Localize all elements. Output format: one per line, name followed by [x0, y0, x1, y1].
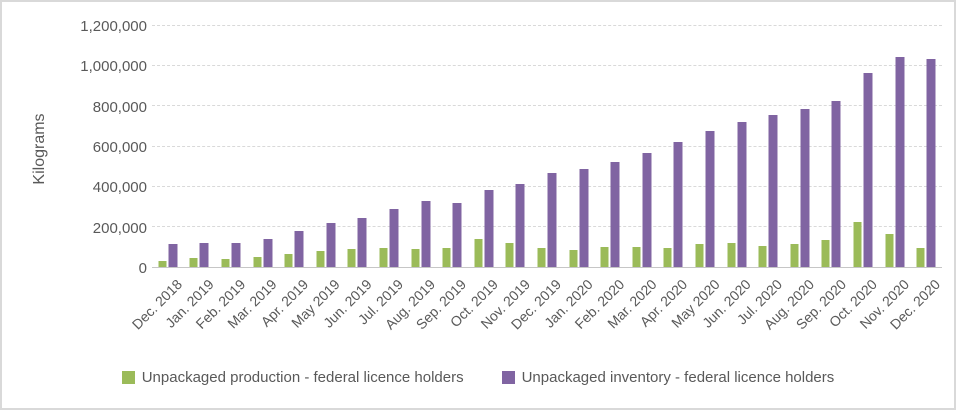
bar-group — [474, 26, 494, 267]
y-tick-label: 1,000,000 — [80, 58, 147, 76]
bar-group — [505, 26, 525, 267]
legend-swatch-inventory — [501, 370, 515, 384]
bar-inventory — [357, 217, 367, 267]
bar-group — [758, 26, 778, 267]
bar-inventory — [294, 231, 304, 267]
bar-group — [189, 26, 209, 267]
bar-inventory — [737, 121, 747, 267]
bar-group — [916, 26, 936, 267]
gridline — [152, 225, 942, 227]
y-tick-label: 600,000 — [92, 139, 147, 156]
bar-inventory — [642, 153, 652, 267]
bar-production — [189, 257, 198, 267]
bar-inventory — [547, 173, 557, 267]
bar-group — [442, 26, 462, 267]
bar-production — [158, 260, 167, 267]
legend-label-inventory: Unpackaged inventory - federal licence h… — [521, 368, 835, 386]
bar-group — [695, 26, 715, 267]
bar-production — [537, 247, 546, 267]
bar-group — [885, 26, 905, 267]
bar-production — [853, 222, 862, 267]
bar-group — [663, 26, 683, 267]
bar-inventory — [895, 57, 905, 267]
bar-production — [474, 238, 483, 267]
bar-production — [316, 250, 325, 267]
bar-inventory — [484, 190, 494, 267]
bar-inventory — [610, 162, 620, 267]
bar-production — [663, 248, 672, 267]
gridline — [152, 65, 942, 67]
legend-entry-production: Unpackaged production - federal licence … — [121, 368, 464, 386]
y-tick-label: 200,000 — [92, 219, 147, 237]
legend: Unpackaged production - federal licence … — [2, 362, 954, 392]
bar-production — [821, 240, 830, 267]
bar-group — [158, 26, 178, 267]
bar-group — [221, 26, 241, 267]
gridline — [152, 25, 942, 26]
bar-production — [632, 246, 641, 267]
plot-area — [152, 25, 942, 268]
bar-inventory — [705, 131, 715, 267]
bar-inventory — [863, 73, 873, 267]
bar-inventory — [263, 238, 273, 267]
bar-production — [379, 248, 388, 267]
bar-production — [758, 245, 767, 267]
legend-entry-inventory: Unpackaged inventory - federal licence h… — [501, 368, 835, 386]
bar-inventory — [168, 243, 178, 267]
y-tick-label: 400,000 — [92, 179, 147, 197]
bar-inventory — [326, 222, 336, 267]
bar-inventory — [389, 208, 399, 267]
bar-inventory — [199, 242, 209, 267]
y-tick-label: 1,200,000 — [80, 18, 147, 35]
y-tick-label: 800,000 — [92, 98, 147, 116]
bar-group — [347, 26, 367, 267]
bar-group — [411, 26, 431, 267]
bar-group — [253, 26, 273, 267]
bar-inventory — [831, 101, 841, 267]
bar-group — [537, 26, 557, 267]
bar-production — [411, 248, 420, 267]
legend-label-production: Unpackaged production - federal licence … — [141, 368, 464, 386]
bar-inventory — [452, 203, 462, 267]
bar-inventory — [800, 108, 810, 267]
bar-production — [253, 257, 262, 267]
bar-inventory — [231, 242, 241, 267]
bar-production — [885, 233, 894, 267]
gridline — [152, 105, 942, 107]
y-tick-label: 0 — [138, 260, 147, 277]
bar-group — [316, 26, 336, 267]
bar-inventory — [421, 201, 431, 267]
bar-production — [569, 249, 578, 267]
bar-production — [916, 247, 925, 267]
bar-group — [569, 26, 589, 267]
bar-inventory — [579, 168, 589, 267]
bar-production — [284, 253, 293, 267]
bar-production — [695, 243, 704, 267]
gridline — [152, 185, 942, 187]
gridline — [152, 145, 942, 147]
bar-production — [347, 249, 356, 267]
bar-production — [727, 242, 736, 267]
bar-production — [442, 248, 451, 267]
y-axis-labels: 0 200,000 400,000 600,000 800,000 1,000,000 1,… — [2, 18, 147, 277]
bar-group — [284, 26, 304, 267]
bar-inventory — [768, 114, 778, 267]
bar-group — [379, 26, 399, 267]
bar-inventory — [673, 142, 683, 267]
legend-swatch-production — [121, 370, 135, 384]
bar-group — [600, 26, 620, 267]
bar-group — [853, 26, 873, 267]
bar-group — [632, 26, 652, 267]
bar-group — [821, 26, 841, 267]
bar-group — [790, 26, 810, 267]
bar-inventory — [926, 59, 936, 267]
bar-production — [505, 242, 514, 267]
bar-production — [790, 244, 799, 267]
bar-group — [727, 26, 747, 267]
bar-production — [221, 259, 230, 267]
bar-production — [600, 246, 609, 267]
x-axis-labels: Dec. 2018 Jan. 2019 Feb. 2019 Mar. 2019 Apr.… — [129, 272, 944, 352]
bar-inventory — [515, 184, 525, 267]
